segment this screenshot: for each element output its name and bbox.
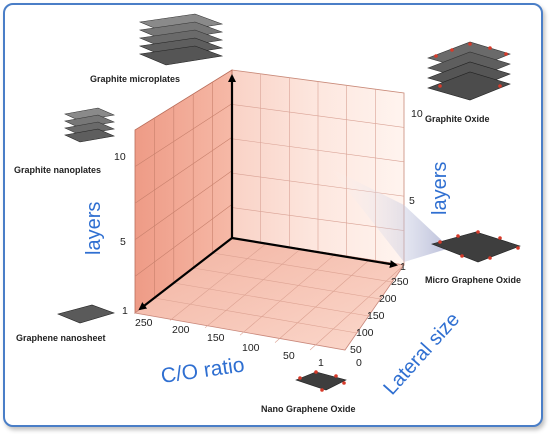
left-tick-1: 1: [122, 305, 128, 317]
graphene-nanosheet-icon: [57, 304, 115, 324]
co-tick-50: 50: [283, 350, 295, 362]
co-ratio-axis-title: C/O ratio: [159, 353, 245, 387]
graphite-nanoplates-stack-icon: [64, 107, 116, 143]
micro-graphene-oxide-icon: [431, 230, 521, 263]
label-nano-graphene-oxide: Nano Graphene Oxide: [261, 404, 356, 414]
co-tick-200: 200: [172, 324, 190, 336]
graphite-microplates-stack-icon: [138, 13, 224, 66]
nano-graphene-oxide-icon: [295, 370, 347, 392]
label-graphite-microplates: Graphite microplates: [90, 74, 180, 84]
lateral-tick-150: 150: [367, 310, 385, 322]
co-tick-250: 250: [135, 317, 153, 329]
lateral-tick-50: 50: [350, 344, 362, 356]
co-tick-1: 1: [318, 357, 324, 369]
lateral-size-axis-title: Lateral size: [379, 309, 464, 400]
left-tick-5: 5: [120, 236, 126, 248]
label-graphene-nanosheet: Graphene nanosheet: [16, 333, 106, 343]
left-tick-10: 10: [114, 151, 126, 163]
right-axis-title: layers: [429, 162, 451, 215]
shadow-wedge: [330, 168, 450, 262]
right-tick-1: 1: [400, 261, 406, 273]
co-tick-100: 100: [242, 342, 260, 354]
left-axis-title: layers: [83, 202, 105, 255]
lateral-tick-100: 100: [356, 327, 374, 339]
lateral-tick-0: 0: [356, 357, 362, 369]
label-graphite-oxide: Graphite Oxide: [425, 114, 490, 124]
axis-arrows: [138, 74, 398, 311]
lateral-tick-250: 250: [391, 276, 409, 288]
right-tick-10: 10: [411, 108, 423, 120]
graphite-oxide-stack-icon: [427, 41, 511, 101]
left-wall-grid: [134, 82, 233, 298]
floor-grid: [154, 243, 405, 351]
label-micro-graphene-oxide: Micro Graphene Oxide: [425, 275, 521, 285]
lateral-tick-200: 200: [379, 293, 397, 305]
right-tick-5: 5: [409, 195, 415, 207]
co-tick-150: 150: [207, 332, 225, 344]
label-graphite-nanoplates: Graphite nanoplates: [14, 165, 101, 175]
